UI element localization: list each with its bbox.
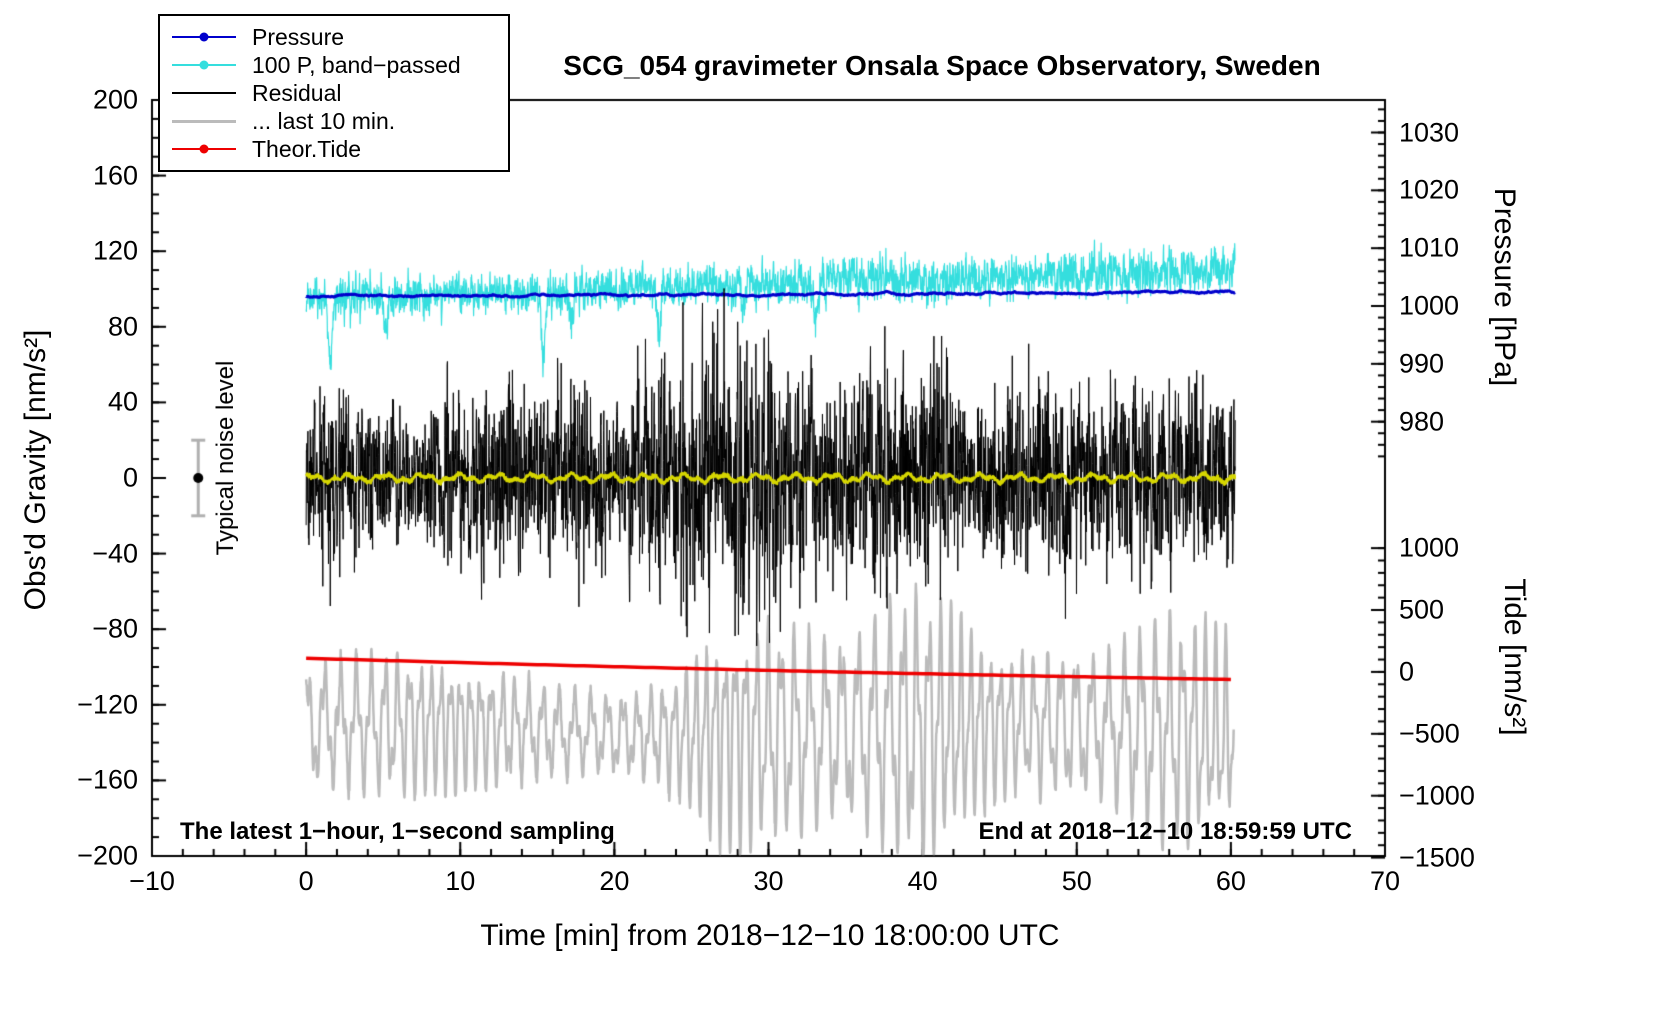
- x-tick-label: 70: [1369, 866, 1401, 896]
- x-tick-label: 50: [1061, 866, 1092, 896]
- x-tick-label: 60: [1215, 866, 1246, 896]
- x-tick-label: 40: [907, 866, 938, 896]
- pressure-tick-label: 990: [1399, 348, 1445, 379]
- x-tick-label: 20: [599, 866, 630, 896]
- gravity-tick-label: 0: [122, 462, 138, 493]
- legend-label: ... last 10 min.: [252, 107, 396, 134]
- tide-tick-label: −500: [1399, 718, 1460, 749]
- legend-marker-pressure-icon: [172, 30, 236, 44]
- legend-item-tide: Theor.Tide: [172, 135, 508, 163]
- legend: Pressure 100 P, band−passed Residual... la…: [158, 14, 510, 172]
- sampling-note: The latest 1−hour, 1−second sampling: [180, 818, 615, 845]
- pressure-tick-label: 1020: [1399, 174, 1460, 205]
- legend-marker-last10-icon: [172, 114, 236, 128]
- y-axis-label-gravity: Obs'd Gravity [nm/s²]: [19, 329, 52, 611]
- legend-item-bandpassed: 100 P, band−passed: [172, 51, 508, 79]
- x-tick-label: 30: [753, 866, 784, 896]
- legend-label: Theor.Tide: [252, 135, 362, 162]
- legend-item-residual: Residual: [172, 79, 508, 107]
- end-time-note: End at 2018−12−10 18:59:59 UTC: [978, 818, 1352, 845]
- legend-label: Pressure: [252, 23, 345, 50]
- noise-level-annotation: Typical noise level: [212, 360, 239, 556]
- x-tick-label: 0: [298, 866, 314, 896]
- gravity-tick-label: −120: [77, 689, 138, 720]
- y-axis-label-pressure: Pressure [hPa]: [1488, 187, 1521, 387]
- legend-item-pressure: Pressure: [172, 23, 508, 51]
- gravity-tick-label: 200: [92, 84, 138, 115]
- gravity-tick-label: 80: [107, 311, 138, 342]
- legend-item-last10: ... last 10 min.: [172, 107, 508, 135]
- tide-tick-label: 0: [1399, 656, 1415, 687]
- legend-marker-bandpassed-icon: [172, 58, 236, 72]
- pressure-tick-label: 1000: [1399, 290, 1460, 321]
- legend-label: Residual: [252, 79, 342, 106]
- legend-items: Pressure 100 P, band−passed Residual... la…: [172, 23, 508, 163]
- gravity-tick-label: −80: [92, 613, 138, 644]
- pressure-tick-label: 980: [1399, 406, 1445, 437]
- gravity-tick-label: 120: [92, 235, 138, 266]
- tide-tick-label: 500: [1399, 594, 1445, 625]
- gravity-tick-label: −40: [92, 538, 138, 569]
- legend-marker-tide-icon: [172, 142, 236, 156]
- gravity-tick-label: 40: [107, 386, 138, 417]
- pressure-tick-label: 1010: [1399, 232, 1460, 263]
- gravity-tick-label: −200: [77, 840, 138, 871]
- tide-tick-label: −1500: [1399, 842, 1475, 873]
- gravity-tick-label: 160: [92, 160, 138, 191]
- chart-title: SCG_054 gravimeter Onsala Space Observat…: [563, 50, 1321, 81]
- gravity-tick-label: −160: [77, 764, 138, 795]
- pressure-tick-label: 1030: [1399, 117, 1460, 147]
- x-axis-label: Time [min] from 2018−12−10 18:00:00 UTC: [480, 919, 1060, 952]
- x-tick-label: −10: [129, 866, 175, 896]
- y-axis-label-tide: Tide [nm/s²]: [1498, 578, 1531, 736]
- tide-tick-label: −1000: [1399, 780, 1475, 811]
- x-tick-label: 10: [445, 866, 476, 896]
- legend-marker-residual-icon: [172, 86, 236, 100]
- legend-label: 100 P, band−passed: [252, 51, 461, 78]
- tide-tick-label: 1000: [1399, 532, 1460, 563]
